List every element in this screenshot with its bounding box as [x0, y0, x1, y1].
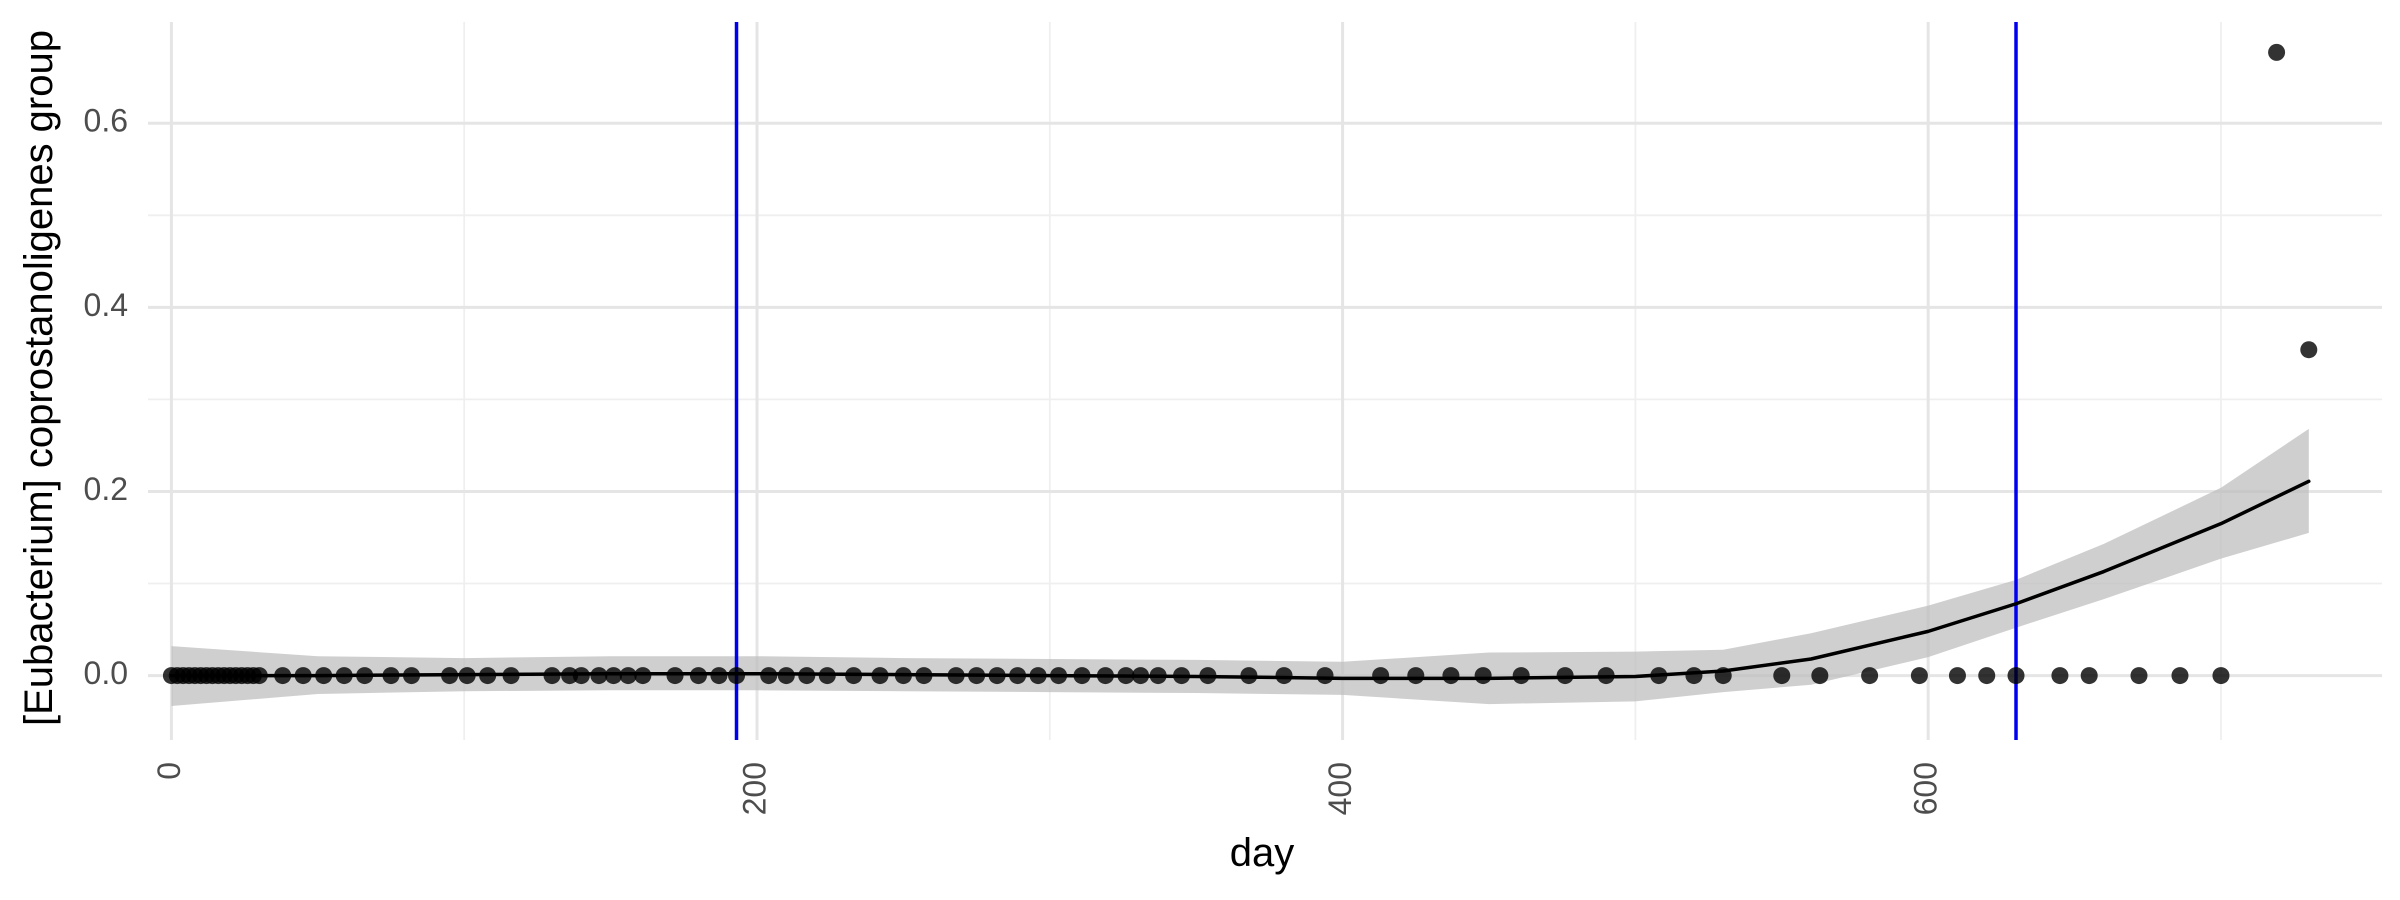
data-point	[441, 667, 459, 685]
data-point	[335, 667, 353, 685]
data-point	[543, 667, 561, 685]
data-point	[634, 667, 652, 685]
data-point	[2051, 667, 2069, 685]
data-point	[1009, 667, 1027, 685]
data-point	[572, 667, 590, 685]
minor-gridlines	[148, 22, 2382, 740]
data-point	[1199, 667, 1217, 685]
data-point	[479, 667, 497, 685]
data-point	[1407, 667, 1425, 685]
data-point	[915, 667, 933, 685]
data-point	[947, 667, 965, 685]
data-point	[845, 667, 863, 685]
data-point	[818, 667, 836, 685]
data-point	[1442, 667, 1460, 685]
data-points	[162, 43, 2318, 685]
data-point	[561, 667, 579, 685]
data-point	[894, 667, 912, 685]
data-point	[382, 667, 400, 685]
data-point	[590, 667, 608, 685]
data-point	[1811, 667, 1829, 685]
data-point	[871, 667, 889, 685]
x-tick-label: 0	[151, 762, 187, 780]
data-point	[1978, 667, 1996, 685]
data-point	[666, 667, 684, 685]
data-point	[1073, 667, 1091, 685]
data-point	[1714, 667, 1732, 685]
data-point	[315, 667, 333, 685]
data-point	[1372, 667, 1390, 685]
x-tick-label: 600	[1908, 762, 1944, 815]
data-point	[1050, 667, 1068, 685]
vertical-reference-lines	[734, 22, 2018, 740]
data-point	[294, 667, 312, 685]
data-point	[1096, 667, 1114, 685]
data-point	[2007, 667, 2025, 685]
data-point	[2268, 43, 2286, 61]
data-point	[403, 667, 421, 685]
data-point	[356, 667, 374, 685]
data-point	[1240, 667, 1258, 685]
data-point	[1556, 667, 1574, 685]
data-point	[1149, 667, 1167, 685]
data-point	[2080, 667, 2098, 685]
data-point	[777, 667, 795, 685]
data-point	[1117, 667, 1135, 685]
smooth-line	[169, 479, 2311, 681]
data-point	[1512, 667, 1530, 685]
data-point	[2130, 667, 2148, 685]
data-point	[1597, 667, 1615, 685]
data-point	[1474, 667, 1492, 685]
data-point	[619, 667, 637, 685]
confidence-band	[171, 428, 2309, 706]
x-axis-title: day	[1230, 831, 1295, 875]
data-point	[274, 667, 292, 685]
data-point	[1861, 667, 1879, 685]
data-point	[710, 667, 728, 685]
y-tick-label: 0.0	[84, 655, 128, 691]
x-tick-label: 200	[736, 762, 772, 815]
data-point	[1029, 667, 1047, 685]
data-point	[968, 667, 986, 685]
data-point	[1773, 667, 1791, 685]
data-point	[1910, 667, 1928, 685]
data-point	[2212, 667, 2230, 685]
data-point	[988, 667, 1006, 685]
y-axis-title: [Eubacterium] coprostanoligenes group	[17, 30, 61, 726]
data-point	[728, 667, 746, 685]
data-point	[1132, 667, 1150, 685]
x-tick-label: 400	[1322, 762, 1358, 815]
data-point	[2300, 341, 2318, 359]
major-gridlines	[148, 22, 2382, 740]
data-point	[1948, 667, 1966, 685]
data-point	[1316, 667, 1334, 685]
data-point	[1685, 667, 1703, 685]
data-point	[1173, 667, 1191, 685]
y-tick-label: 0.2	[84, 471, 128, 507]
y-axis-tick-labels: 0.0 0.2 0.4 0.6	[84, 103, 128, 691]
y-tick-label: 0.4	[84, 287, 128, 323]
data-point	[689, 667, 707, 685]
confidence-band-group	[171, 428, 2309, 706]
data-point	[2171, 667, 2189, 685]
data-point	[458, 667, 476, 685]
y-tick-label: 0.6	[84, 103, 128, 139]
data-point	[1650, 667, 1668, 685]
data-point	[502, 667, 520, 685]
data-point	[605, 667, 623, 685]
data-point	[798, 667, 816, 685]
smooth-line-group	[169, 479, 2311, 681]
data-point	[1275, 667, 1293, 685]
x-axis-tick-labels: 0 200 400 600	[151, 762, 1944, 815]
data-point	[760, 667, 778, 685]
data-point	[250, 667, 268, 685]
